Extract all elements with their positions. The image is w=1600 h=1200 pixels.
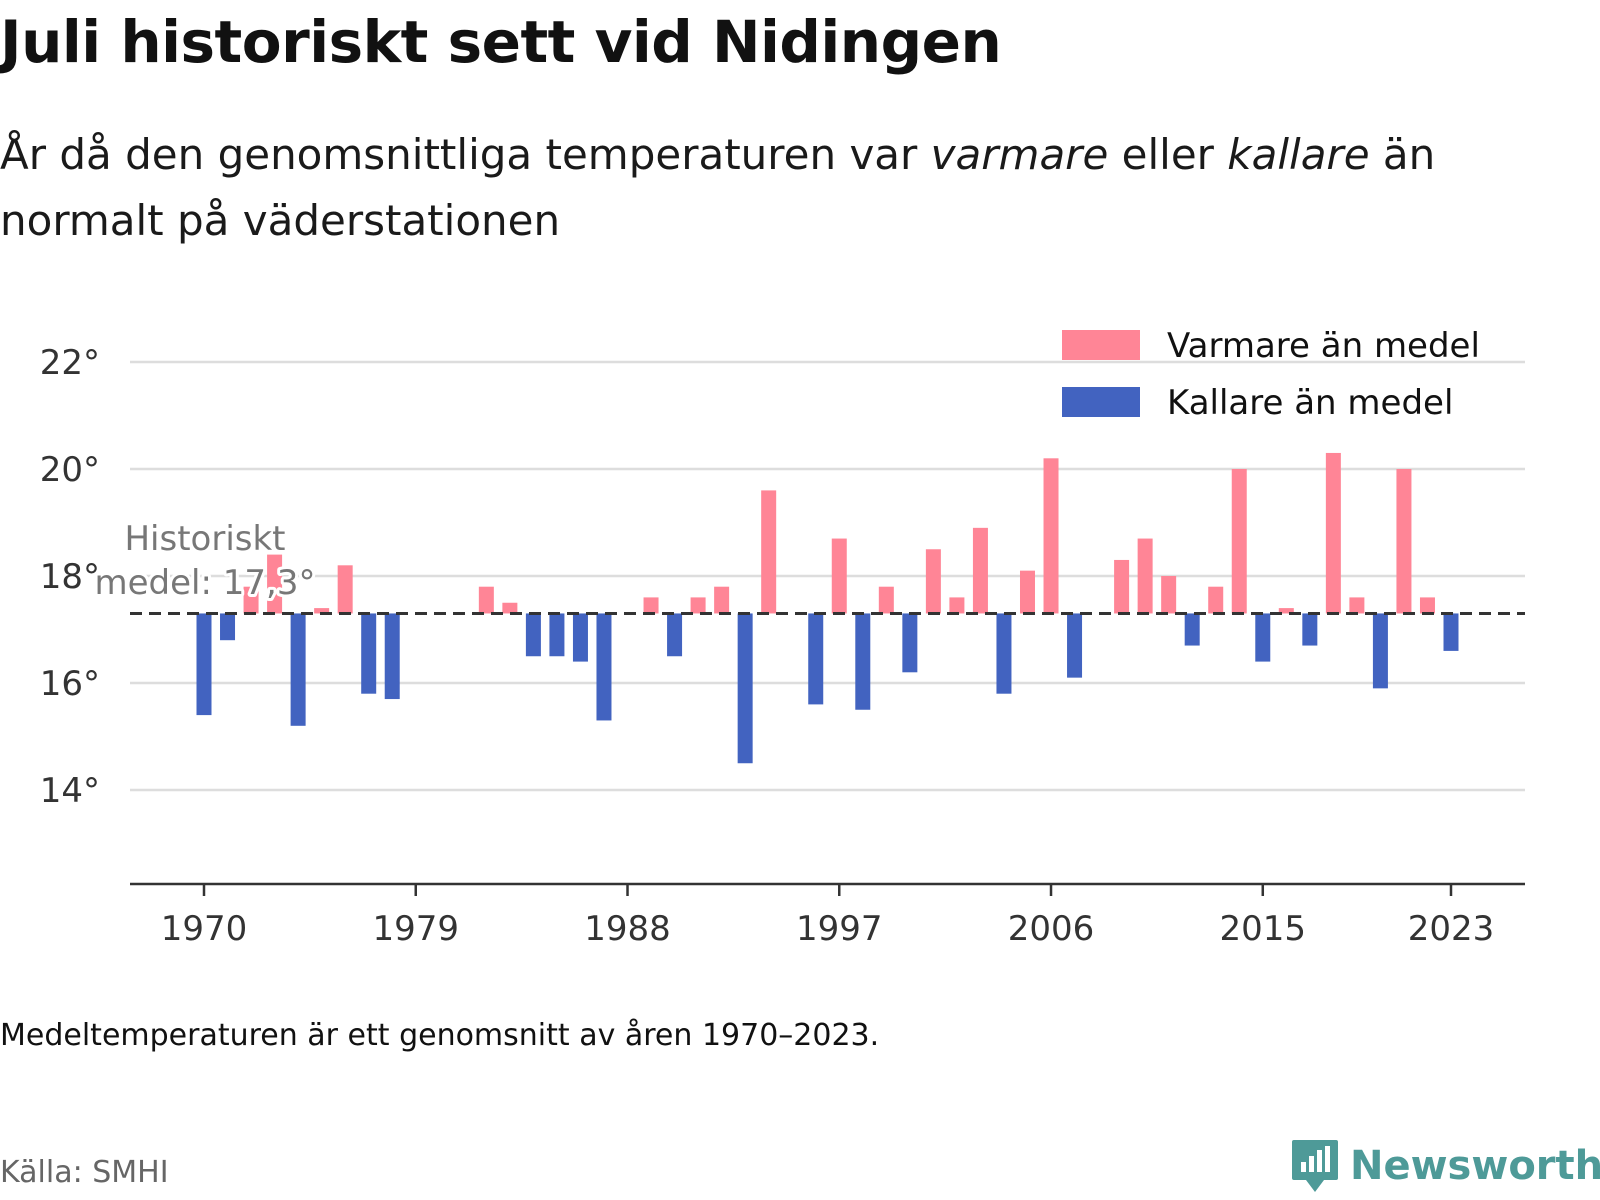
bar-2021	[1396, 469, 1412, 614]
bar-2012	[1184, 613, 1200, 646]
subtitle-part-1: År då den genomsnittliga temperaturen va…	[0, 130, 931, 179]
bar-1987	[596, 613, 612, 721]
bar-1977	[361, 613, 377, 694]
bar-1992	[714, 586, 730, 614]
x-axis: 1970 1979 1988 1997 2006 2015 2023	[130, 882, 1525, 949]
bar-2018	[1325, 452, 1341, 614]
newsworthy-logo-icon	[1292, 1140, 1338, 1192]
source-note: Källa: SMHI	[0, 1155, 169, 1190]
subtitle-warmer: varmare	[930, 130, 1109, 179]
legend-label-2: Kallare än medel	[1167, 383, 1453, 423]
bar-1990	[667, 613, 683, 657]
mean-label-line-1: Historiskt	[124, 519, 285, 559]
bar-1994	[761, 490, 777, 614]
x-tick-label-2006: 2006	[1008, 909, 1095, 949]
bar-1989	[643, 597, 659, 614]
bar-2023	[1443, 613, 1459, 651]
subtitle-part-2: eller	[1108, 130, 1228, 179]
x-tick-label-1988: 1988	[584, 909, 671, 949]
bar-2007	[1067, 613, 1083, 678]
bar-1978	[384, 613, 400, 700]
subtitle-part-3: än normalt på väderstationen	[0, 130, 1436, 245]
bar-2004	[996, 613, 1012, 694]
bar-1986	[572, 613, 588, 662]
bar-2020	[1372, 613, 1388, 689]
bar-2005	[1019, 570, 1035, 614]
x-tick-label-1979: 1979	[372, 909, 459, 949]
x-tick-label-2023: 2023	[1408, 909, 1495, 949]
bar-2015	[1255, 613, 1271, 662]
bar-2022	[1419, 597, 1435, 614]
gridlines	[130, 360, 1525, 792]
bar-2019	[1349, 597, 1365, 614]
bar-1972	[243, 586, 259, 614]
mean-label-line-2: medel: 17,3°	[95, 563, 316, 603]
legend-label-1: Varmare än medel	[1167, 326, 1480, 366]
bar-1974	[290, 613, 306, 726]
bar-1985	[549, 613, 565, 657]
bar-1984	[525, 613, 541, 657]
x-tick-label-1997: 1997	[796, 909, 883, 949]
bar-1975	[314, 608, 330, 614]
x-tick-label-2015: 2015	[1220, 909, 1307, 949]
legend-swatch-2	[1062, 387, 1140, 417]
bar-2000	[902, 613, 918, 673]
bar-1971	[220, 613, 236, 641]
bar-2017	[1302, 613, 1318, 646]
bar-1997	[831, 538, 847, 614]
y-axis: 14° 16° 18° 20° 22°	[40, 343, 100, 811]
x-tick-label-1970: 1970	[161, 909, 248, 949]
brand[interactable]: Newsworthy	[1290, 1138, 1600, 1194]
bar-1976	[337, 565, 353, 614]
bar-2013	[1208, 586, 1224, 614]
bar-2009	[1114, 559, 1130, 614]
y-tick-label-20: 20°	[40, 450, 100, 490]
bar-2006	[1043, 458, 1059, 614]
bar-1996	[808, 613, 824, 705]
bar-2011	[1161, 576, 1177, 614]
y-tick-label-22: 22°	[40, 343, 100, 383]
footnote: Medeltemperaturen är ett genomsnitt av å…	[0, 1018, 880, 1053]
bar-1982	[478, 586, 494, 614]
bar-2016	[1278, 608, 1294, 614]
bars	[196, 452, 1459, 764]
bar-1970	[196, 613, 212, 716]
bar-2001	[925, 549, 941, 614]
legend-swatch-1	[1062, 330, 1140, 360]
page-subtitle: År då den genomsnittliga temperaturen va…	[0, 122, 1560, 254]
bar-2002	[949, 597, 965, 614]
y-tick-label-16: 16°	[40, 664, 100, 704]
subtitle-colder: kallare	[1227, 130, 1370, 179]
y-tick-label-18: 18°	[40, 557, 100, 597]
page-title: Juli historiskt sett vid Nidingen	[0, 8, 1002, 76]
brand-name: Newsworthy	[1350, 1143, 1600, 1189]
bar-2014	[1231, 469, 1247, 614]
bar-1973	[267, 554, 283, 614]
bar-1999	[878, 586, 894, 614]
bar-1983	[502, 602, 518, 614]
legend: Varmare än medel Kallare än medel	[1062, 326, 1480, 423]
y-tick-label-14: 14°	[40, 771, 100, 811]
bar-1991	[690, 597, 706, 614]
bar-2003	[972, 527, 988, 614]
bar-2010	[1137, 538, 1153, 614]
bar-1998	[855, 613, 871, 710]
bar-1993	[737, 613, 753, 764]
